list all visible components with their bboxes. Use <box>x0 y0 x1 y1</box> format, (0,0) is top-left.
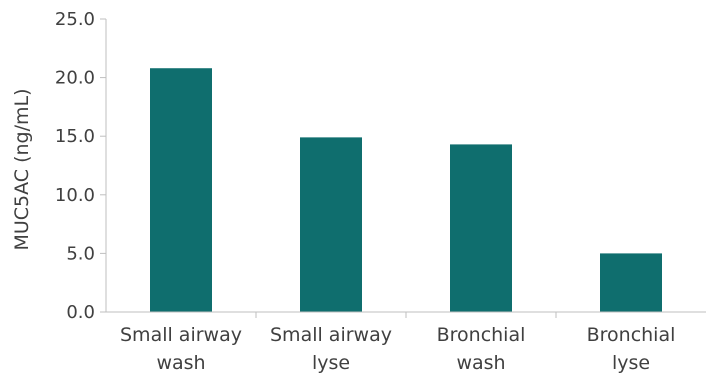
y-tick-label: 15.0 <box>55 126 95 147</box>
x-tick-label: Small airway <box>120 324 242 346</box>
x-axis: Small airway wash Small airway lyse Bronchia… <box>100 311 706 374</box>
y-tick-label: 0.0 <box>66 302 95 323</box>
x-tick-label: wash <box>456 352 505 374</box>
y-axis: 0.0 5.0 10.0 15.0 20.0 25.0 <box>55 9 107 323</box>
x-tick-label: Bronchial <box>587 324 676 346</box>
y-tick-label: 5.0 <box>66 243 95 264</box>
x-tick-label: Small airway <box>270 324 392 346</box>
y-tick-label: 20.0 <box>55 68 95 89</box>
y-axis-title: MUC5AC (ng/mL) <box>11 88 33 250</box>
bar <box>150 68 212 312</box>
bar <box>450 144 512 312</box>
bars <box>150 68 662 312</box>
bar <box>300 137 362 312</box>
y-tick-label: 25.0 <box>55 9 95 30</box>
x-tick-label: Bronchial <box>437 324 526 346</box>
x-tick-label: lyse <box>312 352 350 374</box>
y-tick-label: 10.0 <box>55 185 95 206</box>
x-tick-label: wash <box>156 352 205 374</box>
bar <box>600 253 662 312</box>
x-tick-label: lyse <box>612 352 650 374</box>
